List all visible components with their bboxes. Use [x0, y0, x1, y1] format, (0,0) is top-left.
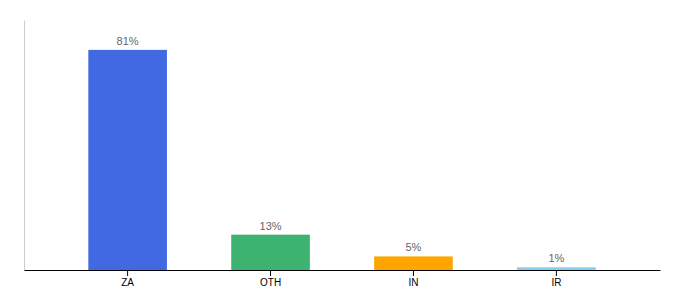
- x-tick-label: ZA: [121, 277, 134, 288]
- bar: [374, 256, 453, 270]
- x-axis-line: [25, 270, 661, 271]
- x-tick: IR: [551, 270, 561, 288]
- x-axis: ZA OTH IN IR: [25, 270, 661, 288]
- bar: [88, 50, 167, 270]
- x-tick: OTH: [260, 270, 281, 288]
- x-tick-label: OTH: [260, 277, 281, 288]
- data-label: 1%: [548, 252, 564, 264]
- x-tick-label: IN: [408, 277, 418, 288]
- chart: ZA OTH IN IR 81% 13% 5% 1%: [0, 0, 680, 300]
- x-tick: IN: [408, 270, 418, 288]
- data-labels: 81% 13% 5% 1%: [117, 35, 565, 264]
- bar: [231, 235, 310, 270]
- x-tick-label: IR: [551, 277, 561, 288]
- data-label: 5%: [406, 241, 422, 253]
- x-tick-mark: [556, 270, 557, 276]
- data-label: 13%: [260, 220, 282, 232]
- y-axis: [24, 21, 25, 271]
- plot: ZA OTH IN IR 81% 13% 5% 1%: [25, 21, 661, 289]
- y-axis-line: [24, 21, 25, 271]
- x-tick: ZA: [121, 270, 134, 288]
- x-tick-mark: [413, 270, 414, 276]
- data-label: 81%: [117, 35, 139, 47]
- bars: [88, 50, 595, 270]
- x-tick-mark: [270, 270, 271, 276]
- bar: [517, 267, 596, 270]
- x-tick-mark: [127, 270, 128, 276]
